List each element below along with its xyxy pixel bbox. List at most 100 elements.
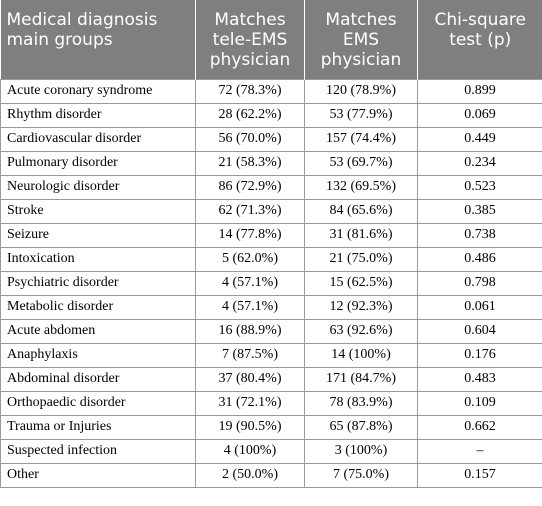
cell-diagnosis: Anaphylaxis <box>0 342 196 368</box>
cell-tele-ems-match: 5 (62.0%) <box>195 246 305 272</box>
table-row: Cardiovascular disorder 56 (70.0%) 157 (74… <box>0 126 542 152</box>
cell-diagnosis: Abdominal disorder <box>0 366 196 392</box>
cell-ems-match: 7 (75.0%) <box>304 462 418 488</box>
cell-ems-match: 78 (83.9%) <box>304 390 418 416</box>
cell-diagnosis: Psychiatric disorder <box>0 270 196 296</box>
cell-tele-ems-match: 62 (71.3%) <box>195 198 305 224</box>
cell-tele-ems-match: 86 (72.9%) <box>195 174 305 200</box>
cell-diagnosis: Seizure <box>0 222 196 248</box>
table-row: Rhythm disorder 28 (62.2%) 53 (77.9%) 0.069 <box>0 102 542 128</box>
cell-tele-ems-match: 37 (80.4%) <box>195 366 305 392</box>
cell-tele-ems-match: 31 (72.1%) <box>195 390 305 416</box>
header-line: Medical diagnosis <box>6 10 158 30</box>
table-row: Trauma or Injuries 19 (90.5%) 65 (87.8%) 0.… <box>0 414 542 440</box>
header-tele-ems-match: Matches tele-EMS physician <box>195 0 305 79</box>
cell-diagnosis: Orthopaedic disorder <box>0 390 196 416</box>
cell-tele-ems-match: 4 (100%) <box>195 438 305 464</box>
cell-tele-ems-match: 7 (87.5%) <box>195 342 305 368</box>
cell-ems-match: 21 (75.0%) <box>304 246 418 272</box>
cell-p-value: 0.176 <box>417 342 542 368</box>
cell-diagnosis: Metabolic disorder <box>0 294 196 320</box>
cell-p-value: 0.069 <box>417 102 542 128</box>
table-header: Medical diagnosis main groups Matches te… <box>0 0 542 79</box>
cell-tele-ems-match: 72 (78.3%) <box>195 78 305 104</box>
cell-tele-ems-match: 16 (88.9%) <box>195 318 305 344</box>
header-line: Chi-square <box>434 10 526 30</box>
header-ems-match: Matches EMS physician <box>304 0 418 79</box>
cell-ems-match: 171 (84.7%) <box>304 366 418 392</box>
header-line: EMS <box>342 30 380 50</box>
cell-ems-match: 31 (81.6%) <box>304 222 418 248</box>
cell-diagnosis: Pulmonary disorder <box>0 150 196 176</box>
cell-p-value: 0.157 <box>417 462 542 488</box>
cell-ems-match: 157 (74.4%) <box>304 126 418 152</box>
cell-p-value: 0.483 <box>417 366 542 392</box>
cell-p-value: 0.109 <box>417 390 542 416</box>
cell-p-value: 0.738 <box>417 222 542 248</box>
header-line: Matches <box>214 10 286 30</box>
table-row: Intoxication 5 (62.0%) 21 (75.0%) 0.486 <box>0 246 542 272</box>
cell-tele-ems-match: 2 (50.0%) <box>195 462 305 488</box>
cell-ems-match: 3 (100%) <box>304 438 418 464</box>
table-row: Seizure 14 (77.8%) 31 (81.6%) 0.738 <box>0 222 542 248</box>
table-row: Neurologic disorder 86 (72.9%) 132 (69.5%)… <box>0 174 542 200</box>
cell-ems-match: 63 (92.6%) <box>304 318 418 344</box>
header-line: physician <box>320 50 402 70</box>
cell-ems-match: 14 (100%) <box>304 342 418 368</box>
cell-tele-ems-match: 28 (62.2%) <box>195 102 305 128</box>
table-body: Acute coronary syndrome 72 (78.3%) 120 (78… <box>0 78 542 488</box>
table-row: Orthopaedic disorder 31 (72.1%) 78 (83.9%)… <box>0 390 542 416</box>
table-row: Acute coronary syndrome 72 (78.3%) 120 (78… <box>0 78 542 104</box>
header-diagnosis-group: Medical diagnosis main groups <box>0 0 196 79</box>
cell-ems-match: 132 (69.5%) <box>304 174 418 200</box>
cell-diagnosis: Other <box>0 462 196 488</box>
header-line: tele-EMS <box>212 30 288 50</box>
header-line: physician <box>209 50 291 70</box>
cell-tele-ems-match: 4 (57.1%) <box>195 270 305 296</box>
cell-p-value: 0.662 <box>417 414 542 440</box>
cell-p-value: 0.385 <box>417 198 542 224</box>
cell-diagnosis: Trauma or Injuries <box>0 414 196 440</box>
cell-p-value: 0.486 <box>417 246 542 272</box>
cell-diagnosis: Cardiovascular disorder <box>0 126 196 152</box>
header-line: Matches <box>325 10 397 30</box>
cell-ems-match: 53 (69.7%) <box>304 150 418 176</box>
cell-diagnosis: Suspected infection <box>0 438 196 464</box>
cell-p-value: 0.234 <box>417 150 542 176</box>
cell-ems-match: 12 (92.3%) <box>304 294 418 320</box>
header-line: test (p) <box>449 30 512 50</box>
cell-ems-match: 84 (65.6%) <box>304 198 418 224</box>
table-row: Abdominal disorder 37 (80.4%) 171 (84.7%) 0… <box>0 366 542 392</box>
header-line: main groups <box>6 30 113 50</box>
cell-diagnosis: Rhythm disorder <box>0 102 196 128</box>
cell-p-value: 0.798 <box>417 270 542 296</box>
table-row: Metabolic disorder 4 (57.1%) 12 (92.3%) 0.0… <box>0 294 542 320</box>
header-chi-square: Chi-square test (p) <box>417 0 542 79</box>
cell-diagnosis: Neurologic disorder <box>0 174 196 200</box>
cell-tele-ems-match: 14 (77.8%) <box>195 222 305 248</box>
table-row: Psychiatric disorder 4 (57.1%) 15 (62.5%) 0… <box>0 270 542 296</box>
cell-p-value: – <box>417 438 542 464</box>
cell-tele-ems-match: 19 (90.5%) <box>195 414 305 440</box>
cell-diagnosis: Acute abdomen <box>0 318 196 344</box>
table-row: Acute abdomen 16 (88.9%) 63 (92.6%) 0.604 <box>0 318 542 344</box>
cell-ems-match: 53 (77.9%) <box>304 102 418 128</box>
table-row: Other 2 (50.0%) 7 (75.0%) 0.157 <box>0 462 542 488</box>
cell-diagnosis: Stroke <box>0 198 196 224</box>
cell-p-value: 0.449 <box>417 126 542 152</box>
diagnosis-table: Medical diagnosis main groups Matches te… <box>0 0 542 488</box>
table-row: Suspected infection 4 (100%) 3 (100%) – <box>0 438 542 464</box>
cell-p-value: 0.899 <box>417 78 542 104</box>
cell-tele-ems-match: 4 (57.1%) <box>195 294 305 320</box>
cell-tele-ems-match: 21 (58.3%) <box>195 150 305 176</box>
cell-p-value: 0.061 <box>417 294 542 320</box>
cell-ems-match: 120 (78.9%) <box>304 78 418 104</box>
cell-ems-match: 15 (62.5%) <box>304 270 418 296</box>
table-row: Pulmonary disorder 21 (58.3%) 53 (69.7%) 0.… <box>0 150 542 176</box>
cell-tele-ems-match: 56 (70.0%) <box>195 126 305 152</box>
table-row: Anaphylaxis 7 (87.5%) 14 (100%) 0.176 <box>0 342 542 368</box>
cell-p-value: 0.604 <box>417 318 542 344</box>
header-row: Medical diagnosis main groups Matches te… <box>0 0 542 79</box>
cell-p-value: 0.523 <box>417 174 542 200</box>
cell-diagnosis: Acute coronary syndrome <box>0 78 196 104</box>
